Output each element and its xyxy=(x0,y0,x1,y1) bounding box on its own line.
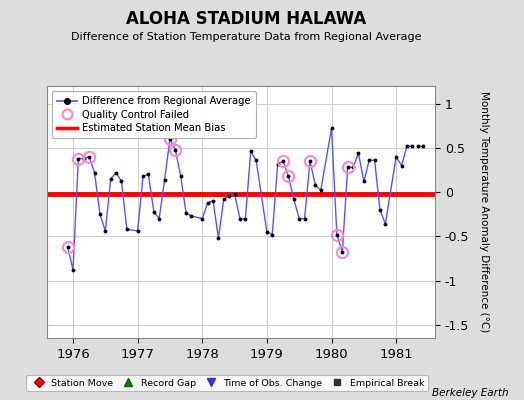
Y-axis label: Monthly Temperature Anomaly Difference (°C): Monthly Temperature Anomaly Difference (… xyxy=(478,91,488,333)
Legend: Station Move, Record Gap, Time of Obs. Change, Empirical Break: Station Move, Record Gap, Time of Obs. C… xyxy=(26,375,428,391)
Text: Berkeley Earth: Berkeley Earth xyxy=(432,388,508,398)
Legend: Difference from Regional Average, Quality Control Failed, Estimated Station Mean: Difference from Regional Average, Qualit… xyxy=(52,91,256,138)
Text: ALOHA STADIUM HALAWA: ALOHA STADIUM HALAWA xyxy=(126,10,366,28)
Text: Difference of Station Temperature Data from Regional Average: Difference of Station Temperature Data f… xyxy=(71,32,421,42)
